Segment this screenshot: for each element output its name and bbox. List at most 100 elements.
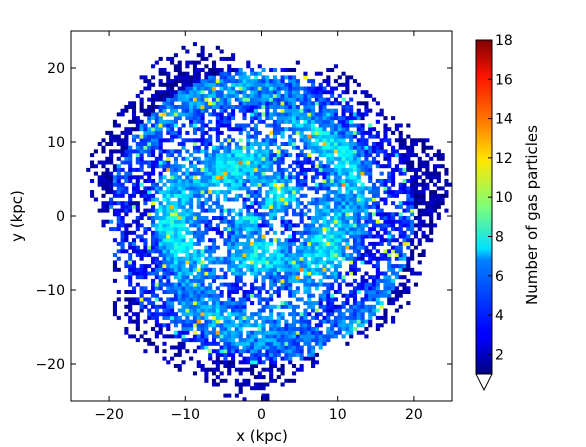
heatmap-cell bbox=[299, 138, 304, 143]
heatmap-cell bbox=[196, 190, 201, 195]
heatmap-cell bbox=[276, 204, 281, 209]
heatmap-cell bbox=[131, 101, 137, 106]
heatmap-cell bbox=[356, 216, 361, 220]
heatmap-cell bbox=[299, 216, 304, 220]
heatmap-cell bbox=[204, 138, 209, 143]
heatmap-cell bbox=[352, 90, 358, 95]
heatmap-cell bbox=[440, 197, 445, 202]
heatmap-cell bbox=[208, 153, 213, 158]
heatmap-cell bbox=[234, 219, 239, 224]
heatmap-cell bbox=[147, 290, 152, 294]
heatmap-cell bbox=[406, 227, 411, 232]
heatmap-cell bbox=[280, 382, 285, 387]
heatmap-cell bbox=[280, 312, 285, 317]
heatmap-cell bbox=[360, 238, 365, 243]
heatmap-cell bbox=[333, 271, 338, 276]
heatmap-cell bbox=[143, 145, 148, 150]
heatmap-cell bbox=[223, 327, 228, 331]
heatmap-cell bbox=[337, 179, 342, 183]
heatmap-cell bbox=[394, 275, 399, 280]
heatmap-cell bbox=[253, 293, 258, 298]
heatmap-cell bbox=[211, 93, 217, 98]
heatmap-cell bbox=[280, 112, 285, 117]
heatmap-cell bbox=[314, 315, 319, 320]
heatmap-cell bbox=[177, 105, 182, 109]
heatmap-cell bbox=[166, 260, 171, 265]
heatmap-cell bbox=[227, 56, 232, 61]
heatmap-cell bbox=[425, 145, 430, 150]
heatmap-cell bbox=[337, 327, 342, 331]
heatmap-cell bbox=[162, 190, 167, 195]
heatmap-cell bbox=[345, 282, 350, 287]
heatmap-cell bbox=[154, 241, 159, 246]
heatmap-cell bbox=[181, 245, 186, 250]
heatmap-cell bbox=[318, 134, 323, 139]
heatmap-cell bbox=[105, 190, 110, 195]
heatmap-cell bbox=[192, 186, 198, 191]
heatmap-cell bbox=[139, 223, 144, 228]
heatmap-cell bbox=[211, 201, 217, 206]
heatmap-cell bbox=[131, 186, 137, 191]
heatmap-cell bbox=[181, 219, 186, 224]
heatmap-cell bbox=[162, 334, 167, 339]
heatmap-cell bbox=[250, 286, 255, 291]
heatmap-cell bbox=[250, 134, 255, 139]
heatmap-cell bbox=[299, 167, 304, 172]
heatmap-cell bbox=[227, 79, 232, 84]
heatmap-cell bbox=[200, 315, 205, 320]
heatmap-cell bbox=[337, 93, 342, 98]
heatmap-cell bbox=[154, 230, 159, 235]
heatmap-cell bbox=[185, 197, 190, 202]
heatmap-cell bbox=[158, 304, 163, 309]
heatmap-cell bbox=[291, 186, 297, 191]
heatmap-cell bbox=[227, 323, 232, 328]
heatmap-cell bbox=[135, 182, 140, 187]
heatmap-cell bbox=[177, 227, 182, 232]
heatmap-cell bbox=[322, 193, 327, 198]
heatmap-cell bbox=[280, 338, 285, 343]
heatmap-cell bbox=[421, 186, 426, 191]
heatmap-cell bbox=[261, 75, 266, 80]
heatmap-cell bbox=[322, 293, 327, 298]
heatmap-cell bbox=[276, 260, 281, 265]
heatmap-cell bbox=[337, 130, 342, 135]
heatmap-cell bbox=[311, 349, 316, 354]
heatmap-cell bbox=[257, 312, 262, 317]
heatmap-cell bbox=[238, 267, 243, 272]
heatmap-cell bbox=[356, 256, 361, 261]
heatmap-cell bbox=[143, 138, 148, 143]
heatmap-cell bbox=[200, 367, 205, 372]
heatmap-cell bbox=[406, 179, 411, 183]
heatmap-cell bbox=[333, 275, 338, 280]
heatmap-cell bbox=[280, 116, 285, 121]
heatmap-cell bbox=[322, 123, 327, 128]
heatmap-cell bbox=[421, 171, 426, 176]
heatmap-cell bbox=[261, 308, 266, 313]
heatmap-cell bbox=[196, 116, 201, 121]
heatmap-cell bbox=[291, 267, 297, 272]
heatmap-cell bbox=[208, 297, 213, 302]
heatmap-cell bbox=[318, 182, 323, 187]
heatmap-cell bbox=[154, 323, 159, 328]
heatmap-cell bbox=[185, 297, 190, 302]
heatmap-cell bbox=[253, 319, 258, 324]
heatmap-cell bbox=[208, 330, 213, 335]
heatmap-cell bbox=[211, 349, 217, 354]
heatmap-cell bbox=[303, 241, 308, 246]
heatmap-cell bbox=[219, 49, 224, 54]
heatmap-cell bbox=[417, 164, 422, 169]
heatmap-cell bbox=[124, 201, 129, 206]
heatmap-cell bbox=[219, 208, 224, 213]
heatmap-cell bbox=[299, 219, 304, 224]
heatmap-cell bbox=[208, 82, 213, 87]
heatmap-cell bbox=[253, 227, 258, 232]
heatmap-cell bbox=[173, 230, 178, 235]
heatmap-cell bbox=[204, 101, 209, 106]
heatmap-cell bbox=[215, 153, 220, 158]
heatmap-cell bbox=[234, 245, 239, 250]
heatmap-cell bbox=[242, 356, 247, 361]
heatmap-cell bbox=[204, 208, 209, 213]
heatmap-cell bbox=[147, 197, 152, 202]
heatmap-cell bbox=[250, 112, 255, 117]
heatmap-cell bbox=[242, 319, 247, 324]
